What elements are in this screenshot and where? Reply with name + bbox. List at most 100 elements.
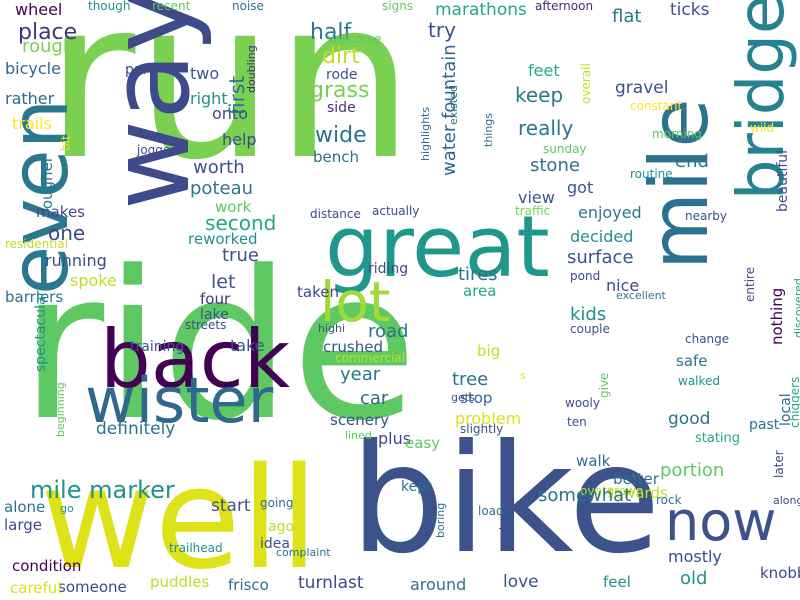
word-start: start — [211, 496, 251, 516]
word-highlights: highlights — [419, 106, 432, 161]
word-go: go — [60, 502, 74, 515]
word-problem: problem — [455, 409, 522, 428]
word-running: running — [45, 251, 107, 270]
word-poteau: poteau — [190, 178, 254, 199]
word-side: side — [327, 100, 356, 116]
word-ride: ride — [20, 228, 418, 466]
word-commercial: commercial — [335, 351, 405, 365]
word-four: four — [200, 290, 231, 308]
word-gets: gets — [451, 391, 475, 404]
word-entire: entire — [743, 266, 757, 302]
word-morning: morning — [652, 127, 702, 141]
word-change: change — [685, 332, 730, 346]
word-training: training — [130, 339, 185, 355]
word-condition: condition — [12, 557, 82, 575]
word-now: now — [665, 490, 777, 553]
word-try: try — [428, 18, 456, 42]
word-wooly: wooly — [565, 396, 600, 410]
word-trails: trails — [12, 114, 52, 133]
word-big: big — [477, 342, 501, 360]
word-done: done — [497, 506, 510, 534]
word-somewhat: somewhat — [538, 485, 632, 506]
word-good: good — [668, 409, 711, 429]
word-take: take — [230, 336, 265, 355]
word-bicycle: bicycle — [5, 59, 61, 78]
word-though: though — [88, 0, 131, 13]
word-part: part — [125, 62, 154, 78]
word-routine: routine — [630, 167, 673, 181]
word-stating: stating — [695, 431, 741, 446]
word-portion: portion — [660, 460, 725, 481]
word-view: view — [518, 188, 555, 207]
word-nice: nice — [606, 276, 640, 295]
word-grass: grass — [310, 78, 370, 103]
word-year: year — [340, 364, 381, 385]
word-afternoon: afternoon — [535, 0, 594, 13]
word-walked: walked — [678, 374, 721, 388]
word-area: area — [463, 282, 497, 300]
word-turnlast: turnlast — [298, 573, 364, 593]
word-mile: mile — [633, 98, 726, 270]
word-pond: pond — [570, 269, 601, 283]
word-s: s — [520, 369, 526, 382]
word-spectacular: spectacular — [33, 290, 49, 372]
word-plus: plus — [378, 429, 412, 448]
word-excellent: excellent — [616, 289, 666, 302]
word-worth: worth — [193, 157, 245, 178]
word-really: really — [518, 116, 574, 140]
word-onto: onto — [212, 104, 248, 123]
word-ticks: ticks — [670, 0, 710, 20]
word-well: well — [40, 438, 319, 600]
word-crushed: crushed — [323, 338, 383, 356]
word-trailhead: trailhead — [169, 541, 223, 555]
word-someone: someone — [58, 578, 127, 596]
word-rock: rock — [656, 493, 682, 507]
word-let: let — [211, 271, 236, 293]
word-help: help — [222, 130, 257, 149]
word-local: local — [778, 393, 794, 426]
word-half: half — [310, 20, 352, 45]
word-run: run — [45, 0, 415, 208]
word-nearby: nearby — [685, 209, 727, 223]
word-decided: decided — [570, 227, 634, 246]
word-road: road — [368, 321, 409, 342]
word-bit: bit — [59, 135, 73, 151]
word-wide: wide — [315, 123, 367, 148]
word-barriers: barriers — [5, 288, 64, 306]
word-true: true — [222, 245, 259, 266]
word-around: around — [410, 575, 467, 594]
word-water-fountain: water fountain — [439, 44, 460, 176]
word-safe: safe — [676, 352, 708, 370]
word-lined: lined — [345, 429, 372, 442]
word-puddles: puddles — [150, 573, 210, 591]
word-riding: riding — [368, 261, 409, 277]
word-jogged: jogged — [137, 143, 178, 157]
word-reworked: reworked — [188, 230, 258, 248]
word-first: first — [225, 75, 249, 115]
word-mostly: mostly — [668, 547, 722, 566]
word-rode: rode — [326, 67, 358, 83]
word-scenery: scenery — [330, 411, 390, 429]
word-work: work — [215, 198, 252, 216]
word-residential: residential — [5, 237, 68, 251]
word-lot: lot — [320, 270, 391, 334]
word-idea: idea — [260, 536, 290, 552]
word-love: love — [503, 572, 539, 592]
word-makes: makes — [36, 203, 85, 221]
word-car: car — [360, 388, 389, 409]
word-traffic: traffic — [515, 204, 551, 218]
word-give: give — [597, 372, 611, 398]
word-got: got — [567, 178, 594, 197]
word-constant: constant — [630, 99, 683, 113]
word-wister: wister — [85, 364, 274, 437]
word-complaint: complaint — [276, 546, 331, 559]
word-gravel: gravel — [615, 78, 669, 98]
word-nothing: nothing — [768, 287, 786, 345]
word-signs: signs — [382, 0, 414, 13]
word-definitely: definitely — [96, 419, 176, 439]
word-second: second — [205, 211, 277, 235]
word-kids: kids — [570, 304, 607, 325]
word-flat: flat — [612, 6, 642, 27]
word-rough: rough — [22, 36, 75, 57]
